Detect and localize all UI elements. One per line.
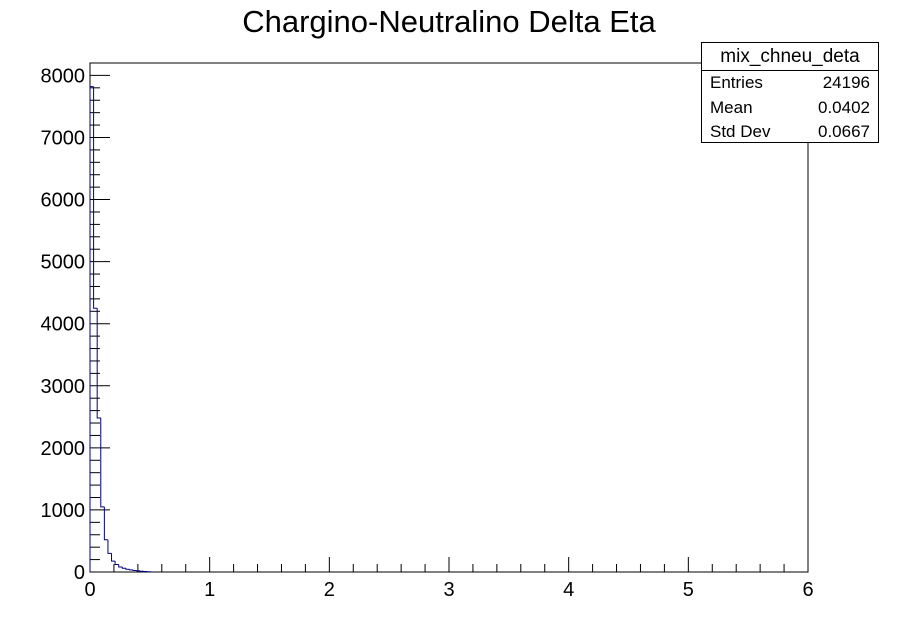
histogram-bin xyxy=(111,553,116,562)
histogram-bin xyxy=(107,539,112,554)
stats-entries-label: Entries xyxy=(710,73,763,92)
stats-stddev-row: Std Dev 0.0667 xyxy=(702,120,878,145)
stats-entries-value: 24196 xyxy=(822,73,870,92)
histogram-bin xyxy=(128,569,134,571)
histogram-bin xyxy=(96,308,101,419)
stats-box: mix_chneu_deta Entries 24196 Mean 0.0402… xyxy=(701,42,879,143)
x-tick-label: 0 xyxy=(84,579,95,601)
y-tick-label: 6000 xyxy=(41,190,86,212)
histogram-bin xyxy=(118,564,123,568)
y-tick-label: 8000 xyxy=(41,65,86,87)
y-tick-label: 7000 xyxy=(41,127,86,149)
y-tick-label: 0 xyxy=(74,562,85,584)
stats-histogram-name: mix_chneu_deta xyxy=(702,43,878,71)
y-tick-label: 5000 xyxy=(41,252,86,274)
x-tick-label: 1 xyxy=(204,579,215,601)
stats-stddev-label: Std Dev xyxy=(710,122,771,141)
y-tick-label: 1000 xyxy=(41,500,86,522)
histogram-bin xyxy=(103,506,108,541)
histogram-bin xyxy=(114,561,119,566)
x-tick-label: 4 xyxy=(563,579,574,601)
histogram-bin xyxy=(121,567,126,569)
x-tick-label: 5 xyxy=(683,579,694,601)
y-tick-label: 4000 xyxy=(41,314,86,336)
y-tick-label: 2000 xyxy=(41,438,86,460)
chart-title: Chargino-Neutralino Delta Eta xyxy=(242,4,656,39)
histogram-bin xyxy=(132,569,137,571)
stats-mean-label: Mean xyxy=(710,97,753,117)
histogram-bin xyxy=(125,568,130,570)
y-tick-label: 3000 xyxy=(41,376,86,398)
x-tick-label: 6 xyxy=(802,579,813,601)
histogram-bin xyxy=(93,86,98,309)
stats-stddev-value: 0.0667 xyxy=(818,122,870,141)
histogram-bin xyxy=(89,86,94,572)
x-tick-label: 3 xyxy=(443,579,454,601)
histogram-bin xyxy=(100,418,105,508)
stats-mean-value: 0.0402 xyxy=(818,97,870,117)
stats-entries-row: Entries 24196 xyxy=(702,71,878,96)
x-tick-label: 2 xyxy=(324,579,335,601)
stats-mean-row: Mean 0.0402 xyxy=(702,96,878,121)
